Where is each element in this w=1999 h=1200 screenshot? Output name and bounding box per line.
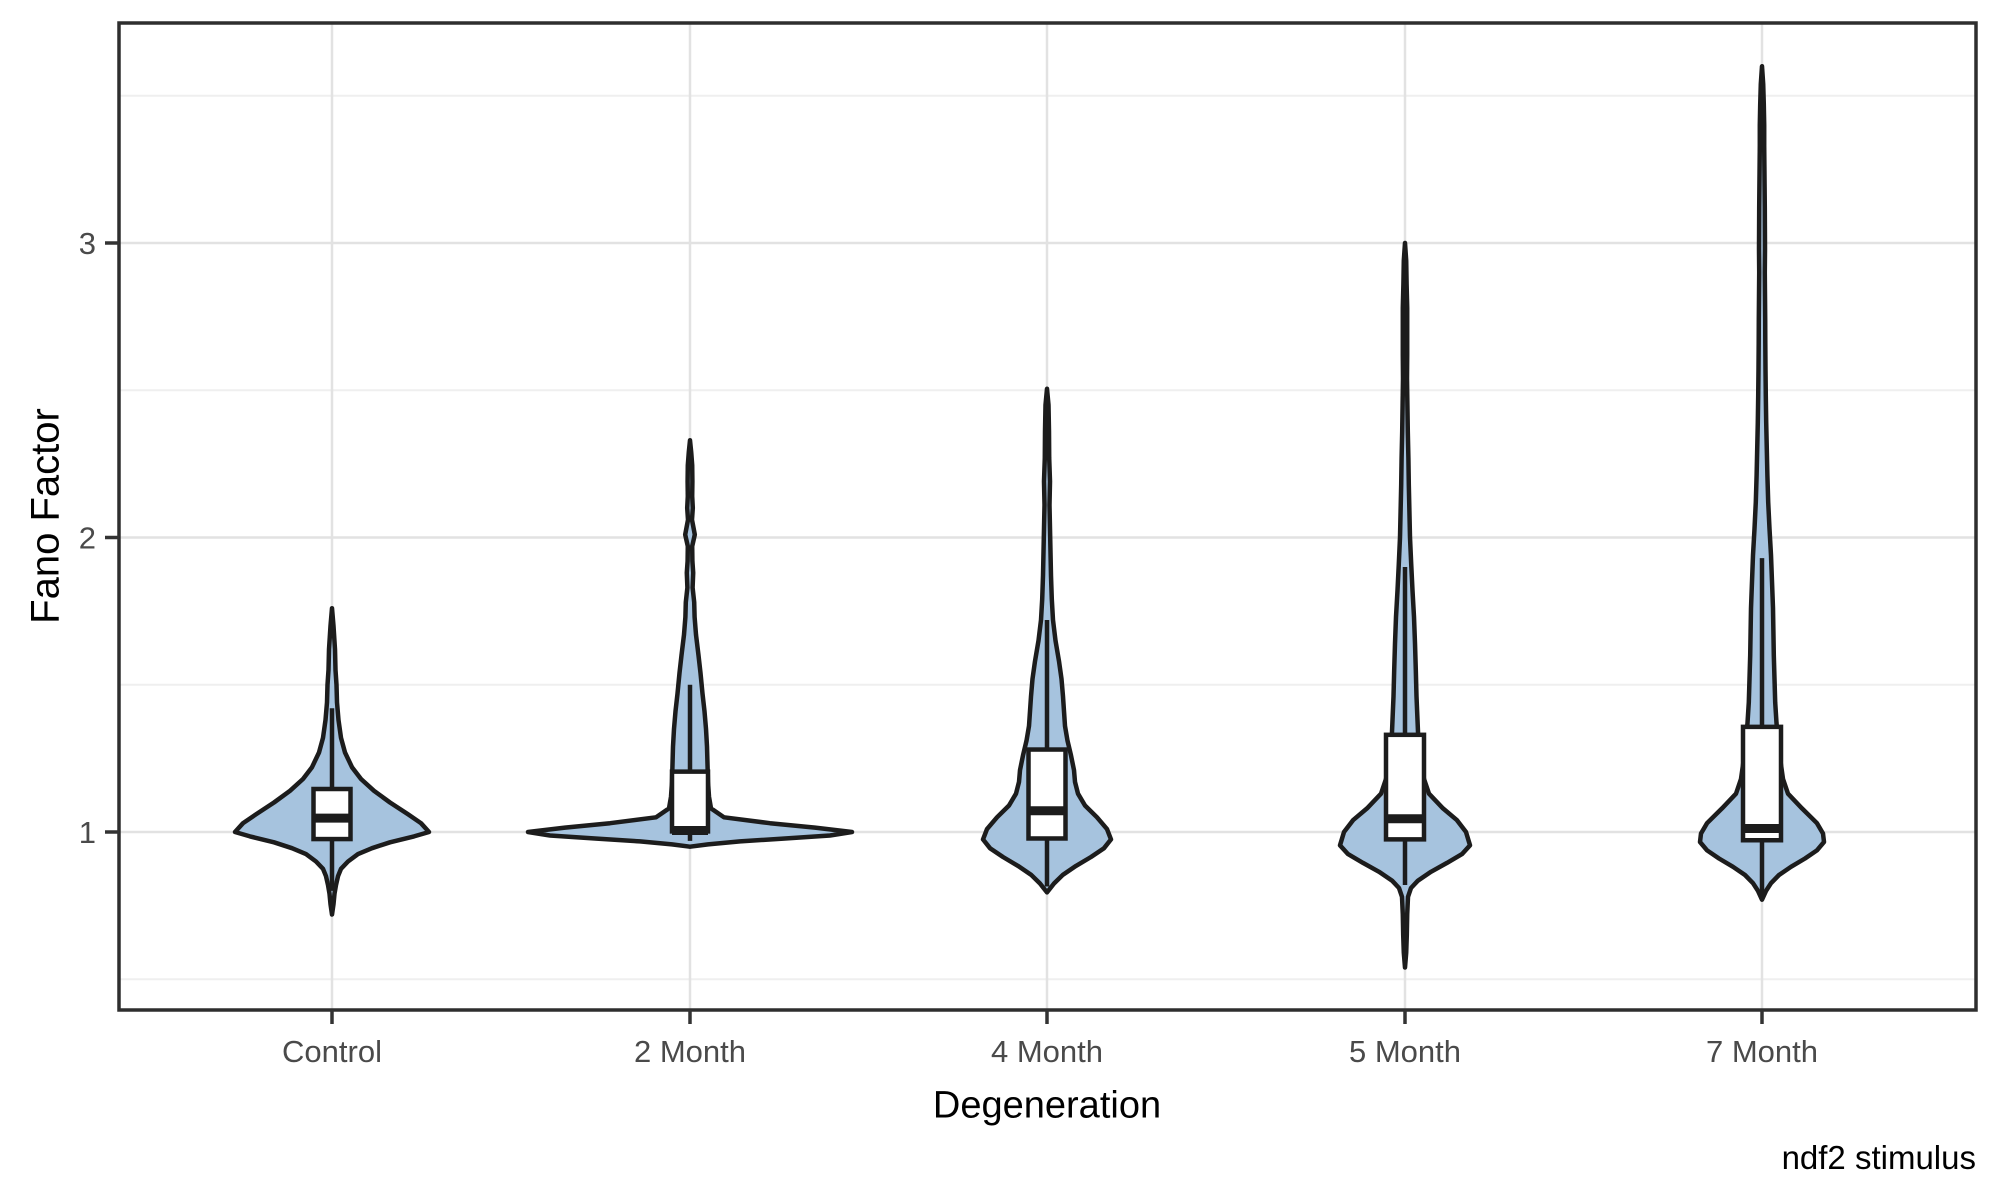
box-7-month — [1740, 724, 1784, 843]
x-tick-label-4-month: 4 Month — [991, 1034, 1103, 1069]
x-tick-label-2-month: 2 Month — [634, 1034, 746, 1069]
y-axis-ticks: 1 2 3 — [79, 226, 119, 850]
violin-shape-7-month — [1697, 64, 1827, 902]
y-axis-title: Fano Factor — [23, 408, 68, 624]
x-axis-ticks: Control 2 Month 4 Month 5 Month 7 Month — [282, 1010, 1818, 1069]
violin-shape-2-month — [525, 438, 855, 849]
violin-4-month — [980, 386, 1114, 895]
corner-annotation: ndf2 stimulus — [1781, 1139, 1976, 1176]
y-tick-label: 3 — [79, 226, 96, 261]
x-tick-label-control: Control — [282, 1034, 382, 1069]
violin-2-month — [525, 438, 855, 849]
violin-5-month — [1337, 240, 1473, 970]
y-tick-label: 2 — [79, 520, 96, 555]
violin-7-month — [1697, 64, 1827, 902]
violin-control — [232, 605, 432, 917]
x-axis-title: Degeneration — [932, 1084, 1162, 1127]
x-tick-label-5-month: 5 Month — [1349, 1034, 1461, 1069]
box-4-month — [1026, 747, 1068, 841]
x-tick-label-7-month: 7 Month — [1706, 1034, 1818, 1069]
box-5-month — [1383, 732, 1427, 842]
box-2-month — [669, 769, 711, 834]
y-tick-label: 1 — [79, 815, 96, 850]
